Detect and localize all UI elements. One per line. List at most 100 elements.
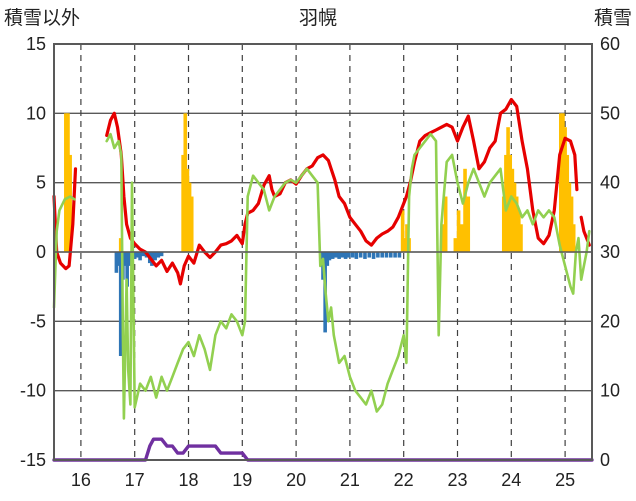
x-tick-label: 22 <box>394 470 414 490</box>
y-right-tick-label: 60 <box>600 34 620 54</box>
blue-bar <box>327 252 332 261</box>
blue-bar <box>125 252 129 287</box>
blue-bar <box>330 252 335 259</box>
y-left-tick-label: 0 <box>36 242 46 262</box>
orange-bar <box>510 168 515 252</box>
y-left-tick-label: -15 <box>20 450 46 470</box>
plot-frame <box>53 43 593 461</box>
y-left-tick-label: -5 <box>30 311 46 331</box>
y-right-tick-label: 50 <box>600 103 620 123</box>
orange-bar <box>563 127 567 252</box>
blue-bar <box>334 252 338 258</box>
blue-bar <box>127 252 132 266</box>
orange-bar <box>569 196 574 252</box>
orange-bar <box>561 113 565 252</box>
axes <box>53 43 593 461</box>
y-right-tick-label: 40 <box>600 173 620 193</box>
orange-bar <box>512 182 517 252</box>
orange-bar <box>400 210 405 252</box>
x-tick-label: 21 <box>340 470 360 490</box>
y-left-tick-label: -10 <box>20 381 46 401</box>
blue-bar <box>380 252 384 258</box>
y-left-tick-label: 15 <box>26 34 46 54</box>
orange-bar <box>66 113 70 252</box>
blue-bar <box>367 252 372 258</box>
blue-bar <box>141 252 146 257</box>
orange-bar <box>514 196 519 252</box>
blue-bar <box>156 252 161 258</box>
orange-bar <box>506 127 510 252</box>
orange-bar <box>460 224 464 252</box>
blue-bar <box>123 252 127 266</box>
purple-series-line <box>52 437 594 462</box>
blue-bar <box>337 252 341 259</box>
orange-bar <box>189 196 194 252</box>
blue-bar <box>363 252 367 259</box>
x-tick-label: 17 <box>125 470 145 490</box>
orange-bar <box>453 238 458 252</box>
orange-bar <box>508 154 513 252</box>
x-tick-label: 18 <box>178 470 198 490</box>
orange-bar <box>402 238 407 252</box>
blue-bar <box>325 252 330 266</box>
y-right-tick-label: 10 <box>600 381 620 401</box>
orange-bar <box>405 224 409 252</box>
blue-bar <box>347 252 351 258</box>
green-series-line <box>52 195 76 309</box>
red-series-line <box>105 97 579 286</box>
orange-bar <box>456 210 461 252</box>
blue-bar <box>116 252 121 266</box>
blue-bar <box>114 252 119 273</box>
orange-bar <box>565 154 570 252</box>
blue-bar <box>135 252 140 258</box>
blue-bar <box>132 252 137 259</box>
x-tick-label: 20 <box>286 470 306 490</box>
orange-bar <box>517 210 521 252</box>
y-right-tick-label: 20 <box>600 311 620 331</box>
x-tick-label: 23 <box>447 470 467 490</box>
blue-bar <box>388 252 393 258</box>
blue-bar <box>118 252 123 356</box>
y-right-tick-label: 0 <box>600 450 610 470</box>
y-right-label: 積雪 <box>594 7 632 29</box>
blue-bar <box>358 252 363 258</box>
blue-bar <box>397 252 402 258</box>
orange-bar <box>440 224 445 252</box>
orange-bar <box>181 154 185 252</box>
orange-bar <box>187 182 192 252</box>
blue-bar <box>384 252 389 258</box>
blue-bar <box>138 252 142 261</box>
x-tick-label: 16 <box>71 470 91 490</box>
x-tick-label: 24 <box>501 470 521 490</box>
orange-bar <box>64 113 68 252</box>
orange-bar <box>463 168 467 252</box>
blue-bar <box>340 252 345 258</box>
orange-bar <box>443 196 448 252</box>
y-left-tick-label: 10 <box>26 103 46 123</box>
blue-bar <box>153 252 157 261</box>
x-tick-label: 25 <box>555 470 575 490</box>
orange-bar <box>519 224 523 252</box>
blue-bar <box>343 252 348 259</box>
blue-bar <box>393 252 397 258</box>
chart-title: 羽幌 <box>299 7 337 29</box>
orange-bar <box>567 182 572 252</box>
y-right-tick-label: 30 <box>600 242 620 262</box>
y-left-tick-label: 5 <box>36 173 46 193</box>
orange-bar <box>466 196 471 252</box>
green-series-line <box>105 132 591 420</box>
blue-bar <box>371 252 376 259</box>
orange-bar <box>501 196 506 252</box>
orange-bar <box>571 224 576 252</box>
x-tick-label: 19 <box>232 470 252 490</box>
blue-bar <box>354 252 359 259</box>
y-left-label: 積雪以外 <box>4 7 80 29</box>
series-lines <box>52 97 594 462</box>
orange-bar <box>183 113 188 252</box>
blue-bar <box>159 252 164 257</box>
orange-bar <box>558 113 563 252</box>
orange-bar <box>185 168 190 252</box>
orange-bar <box>68 154 72 252</box>
